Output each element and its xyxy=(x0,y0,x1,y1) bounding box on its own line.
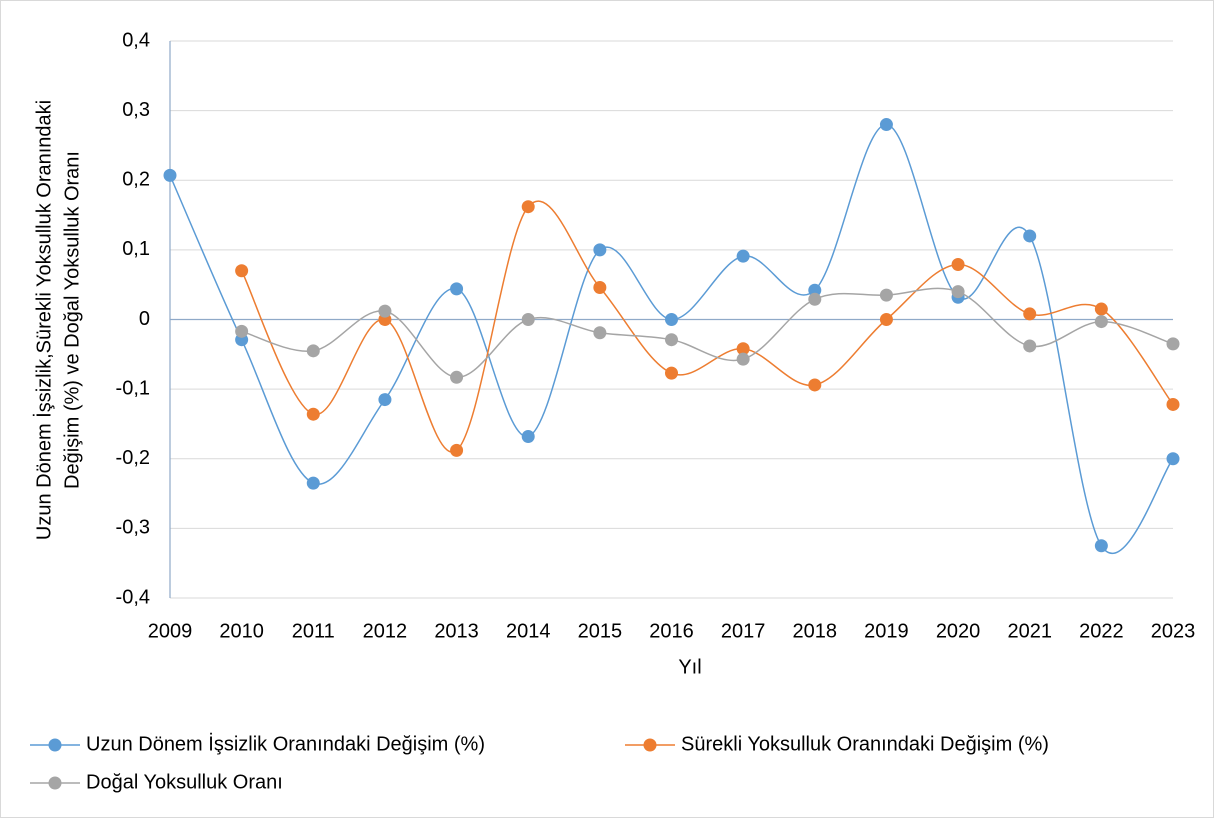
data-point xyxy=(163,168,177,182)
data-point xyxy=(593,280,607,294)
data-point xyxy=(235,264,249,278)
data-point xyxy=(593,243,607,257)
data-point xyxy=(378,393,392,407)
data-point xyxy=(306,407,320,421)
data-point xyxy=(736,249,750,263)
x-tick-label: 2012 xyxy=(363,620,408,642)
data-point xyxy=(1166,397,1180,411)
data-point xyxy=(808,283,822,297)
data-point xyxy=(1094,302,1108,316)
y-tick-label: -0,4 xyxy=(116,586,150,608)
legend-marker xyxy=(643,738,657,752)
data-point xyxy=(1094,539,1108,553)
data-point xyxy=(378,304,392,318)
series-line xyxy=(241,287,1174,379)
x-tick-label: 2015 xyxy=(578,620,623,642)
x-axis-title: Yıl xyxy=(678,656,701,678)
data-point xyxy=(521,429,535,443)
data-point xyxy=(879,313,893,326)
y-tick-label: 0,2 xyxy=(122,169,150,191)
data-point xyxy=(450,370,464,384)
data-point xyxy=(951,285,965,299)
data-point xyxy=(1023,229,1037,243)
data-point xyxy=(306,344,320,358)
data-point xyxy=(593,326,607,340)
data-point xyxy=(1094,315,1108,329)
legend-label: Uzun Dönem İşsizlik Oranındaki Değişim (… xyxy=(86,732,485,755)
data-point xyxy=(1023,339,1037,353)
y-tick-label: 0,1 xyxy=(122,238,150,260)
x-tick-label: 2022 xyxy=(1079,620,1124,642)
y-tick-label: -0,1 xyxy=(116,377,150,399)
data-point xyxy=(521,200,535,214)
data-point xyxy=(306,476,320,490)
data-point xyxy=(736,342,750,356)
data-point xyxy=(808,378,822,392)
data-point xyxy=(879,118,893,132)
y-tick-label: 0 xyxy=(139,308,150,330)
legend-label: Doğal Yoksulluk Oranı xyxy=(86,771,283,793)
data-point xyxy=(450,282,464,296)
data-point xyxy=(665,366,678,380)
y-tick-label: -0,2 xyxy=(116,447,150,469)
legend-marker xyxy=(48,776,62,790)
data-point xyxy=(1166,337,1180,351)
x-tick-label: 2019 xyxy=(864,620,909,642)
x-tick-label: 2020 xyxy=(936,620,981,642)
x-tick-label: 2014 xyxy=(506,620,551,642)
y-axis-title-line: Değişim (%) ve Doğal Yoksulluk Oranı xyxy=(61,151,83,489)
x-tick-label: 2018 xyxy=(793,620,838,642)
data-point xyxy=(450,443,464,457)
x-tick-label: 2013 xyxy=(434,620,479,642)
y-axis-title-line: Uzun Dönem İşsizlik,Sürekli Yoksulluk Or… xyxy=(32,100,55,540)
legend-label: Sürekli Yoksulluk Oranındaki Değişim (%) xyxy=(681,733,1049,755)
y-tick-label: -0,3 xyxy=(116,517,150,539)
data-point xyxy=(665,313,678,326)
x-tick-label: 2010 xyxy=(219,620,264,642)
x-tick-label: 2021 xyxy=(1007,620,1052,642)
data-point xyxy=(665,333,678,347)
x-tick-label: 2017 xyxy=(721,620,766,642)
data-point xyxy=(1023,307,1037,321)
data-point xyxy=(808,292,822,306)
x-tick-label: 2011 xyxy=(292,620,335,642)
x-tick-label: 2009 xyxy=(148,620,193,642)
data-point xyxy=(1166,452,1180,466)
y-tick-label: 0,4 xyxy=(122,29,150,51)
data-point xyxy=(521,313,535,326)
y-axis-title: Uzun Dönem İşsizlik,Sürekli Yoksulluk Or… xyxy=(32,100,83,540)
x-tick-label: 2023 xyxy=(1151,620,1196,642)
data-point xyxy=(879,288,893,302)
data-point xyxy=(235,324,249,338)
data-point xyxy=(736,352,750,366)
x-tick-label: 2016 xyxy=(649,620,694,642)
legend-marker xyxy=(48,738,62,752)
y-tick-label: 0,3 xyxy=(122,99,150,121)
data-point xyxy=(951,257,965,271)
